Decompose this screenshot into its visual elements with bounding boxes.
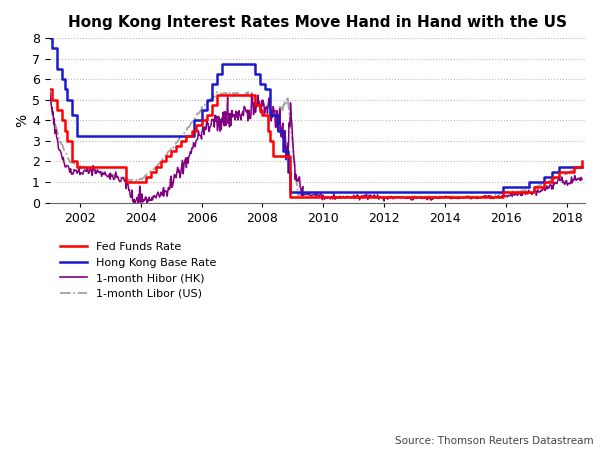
Y-axis label: %: % [15, 114, 29, 127]
Title: Hong Kong Interest Rates Move Hand in Hand with the US: Hong Kong Interest Rates Move Hand in Ha… [68, 15, 567, 30]
Text: Source: Thomson Reuters Datastream: Source: Thomson Reuters Datastream [395, 436, 594, 446]
Legend: Fed Funds Rate, Hong Kong Base Rate, 1-month Hibor (HK), 1-month Libor (US): Fed Funds Rate, Hong Kong Base Rate, 1-m… [55, 238, 221, 303]
